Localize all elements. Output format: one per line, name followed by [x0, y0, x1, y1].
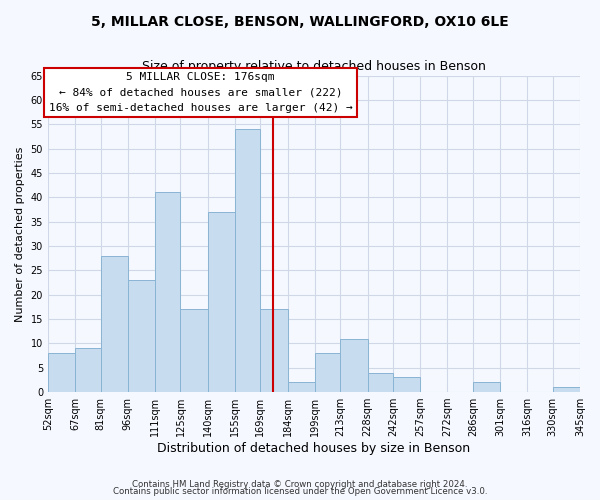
Bar: [340, 338, 368, 392]
Bar: [235, 129, 260, 392]
Bar: [155, 192, 181, 392]
Bar: [260, 310, 287, 392]
Bar: [287, 382, 315, 392]
Text: Contains HM Land Registry data © Crown copyright and database right 2024.: Contains HM Land Registry data © Crown c…: [132, 480, 468, 489]
Bar: [473, 382, 500, 392]
Title: Size of property relative to detached houses in Benson: Size of property relative to detached ho…: [142, 60, 486, 73]
Bar: [101, 256, 128, 392]
Text: 5, MILLAR CLOSE, BENSON, WALLINGFORD, OX10 6LE: 5, MILLAR CLOSE, BENSON, WALLINGFORD, OX…: [91, 15, 509, 29]
Bar: [208, 212, 235, 392]
Bar: [181, 310, 208, 392]
Bar: [75, 348, 101, 392]
Bar: [393, 378, 420, 392]
Bar: [368, 372, 393, 392]
Text: 5 MILLAR CLOSE: 176sqm
← 84% of detached houses are smaller (222)
16% of semi-de: 5 MILLAR CLOSE: 176sqm ← 84% of detached…: [49, 72, 352, 113]
Text: Contains public sector information licensed under the Open Government Licence v3: Contains public sector information licen…: [113, 488, 487, 496]
Bar: [128, 280, 155, 392]
Bar: [315, 353, 340, 392]
Bar: [48, 353, 75, 392]
Bar: [553, 387, 580, 392]
X-axis label: Distribution of detached houses by size in Benson: Distribution of detached houses by size …: [157, 442, 470, 455]
Y-axis label: Number of detached properties: Number of detached properties: [15, 146, 25, 322]
